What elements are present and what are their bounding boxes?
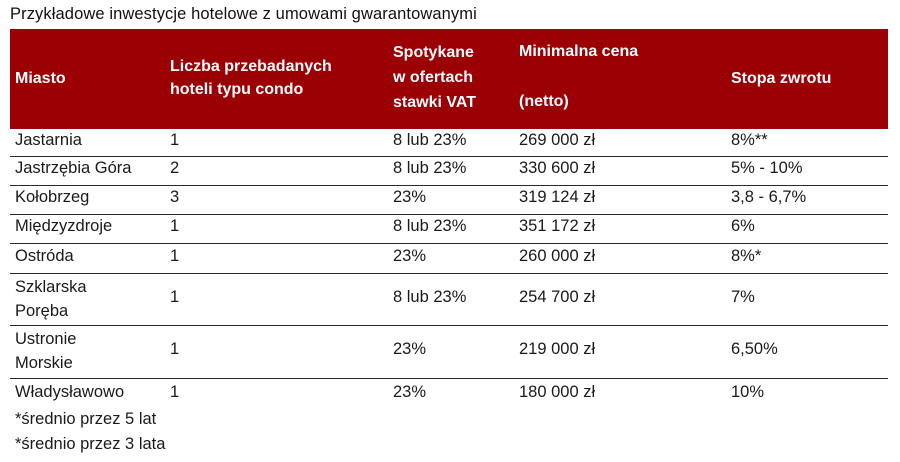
cell-vat: 23%: [393, 188, 427, 206]
cell-vat: 23%: [393, 340, 427, 358]
cell-vat: 23%: [393, 247, 427, 265]
cell-vat: 23%: [393, 383, 427, 401]
cell-hotel-count: 2: [170, 159, 180, 177]
cell-min-price: 180 000 zł: [519, 383, 596, 401]
cell-hotel-count: 3: [170, 188, 180, 206]
cell-city: Władysławowo: [15, 383, 125, 401]
cell-city: Jastrzębia Góra: [15, 159, 132, 177]
table-row: Międzyzdroje 1 8 lub 23% 351 172 zł 6%: [10, 215, 888, 244]
cell-min-price: 319 124 zł: [519, 188, 596, 206]
cell-min-price: 330 600 zł: [519, 159, 596, 177]
cell-city: Ostróda: [15, 247, 74, 265]
table-row: Ostróda 1 23% 260 000 zł 8%*: [10, 244, 888, 274]
table-row: Szklarska Poręba 1 8 lub 23% 254 700 zł 7%: [10, 274, 888, 326]
cell-city: Międzyzdroje: [15, 217, 113, 235]
cell-city: Szklarska Poręba: [15, 278, 87, 320]
cell-return-rate: 10%: [731, 383, 765, 401]
cell-return-rate: 7%: [731, 288, 755, 306]
cell-return-rate: 5% - 10%: [731, 159, 803, 177]
cell-hotel-count: 1: [170, 340, 180, 358]
cell-hotel-count: 1: [170, 217, 180, 235]
cell-return-rate: 8%*: [731, 247, 762, 265]
footnote: *średnio przez 5 lat: [15, 410, 157, 428]
table-body: Jastarnia 1 8 lub 23% 269 000 zł 8%** Jastrzę…: [10, 129, 888, 410]
cell-vat: 8 lub 23%: [393, 288, 467, 306]
cell-hotel-count: 1: [170, 131, 180, 149]
header-return-rate: Stopa zwrotu: [731, 70, 832, 87]
cell-return-rate: 8%**: [731, 131, 768, 149]
cell-min-price: 260 000 zł: [519, 247, 596, 265]
cell-vat: 8 lub 23%: [393, 131, 467, 149]
cell-return-rate: 3,8 - 6,7%: [731, 188, 807, 206]
table-row: Kołobrzeg 3 23% 319 124 zł 3,8 - 6,7%: [10, 186, 888, 215]
table-row: Jastarnia 1 8 lub 23% 269 000 zł 8%**: [10, 129, 888, 157]
table-row: Ustronie Morskie 1 23% 219 000 zł 6,50%: [10, 326, 888, 379]
cell-vat: 8 lub 23%: [393, 217, 467, 235]
cell-city: Kołobrzeg: [15, 188, 90, 206]
table-header: Miasto Liczba przebadanych hoteli typu c…: [10, 29, 888, 129]
table-row: Jastrzębia Góra 2 8 lub 23% 330 600 zł 5% - …: [10, 157, 888, 186]
header-vat: Spotykane w ofertach stawki VAT: [393, 44, 476, 111]
cell-min-price: 254 700 zł: [519, 288, 596, 306]
footnotes: *średnio przez 5 lat *średnio przez 3 la…: [15, 407, 165, 457]
cell-vat: 8 lub 23%: [393, 159, 467, 177]
cell-min-price: 269 000 zł: [519, 131, 596, 149]
header-city: Miasto: [15, 70, 66, 87]
header-hotel-count: Liczba przebadanych hoteli typu condo: [170, 58, 332, 98]
cell-hotel-count: 1: [170, 288, 180, 306]
header-min-price: Minimalna cena (netto): [519, 43, 639, 110]
table-row: Władysławowo 1 23% 180 000 zł 10%: [10, 379, 888, 410]
footnote: *średnio przez 3 lata: [15, 435, 166, 453]
cell-city: Jastarnia: [15, 131, 82, 149]
cell-return-rate: 6,50%: [731, 340, 778, 358]
cell-min-price: 351 172 zł: [519, 217, 596, 235]
cell-city: Ustronie Morskie: [15, 330, 77, 372]
investments-table: Miasto Liczba przebadanych hoteli typu c…: [10, 29, 888, 410]
cell-min-price: 219 000 zł: [519, 340, 596, 358]
cell-return-rate: 6%: [731, 217, 755, 235]
cell-hotel-count: 1: [170, 247, 180, 265]
cell-hotel-count: 1: [170, 383, 180, 401]
table-title: Przykładowe inwestycje hotelowe z umowam…: [10, 5, 477, 23]
